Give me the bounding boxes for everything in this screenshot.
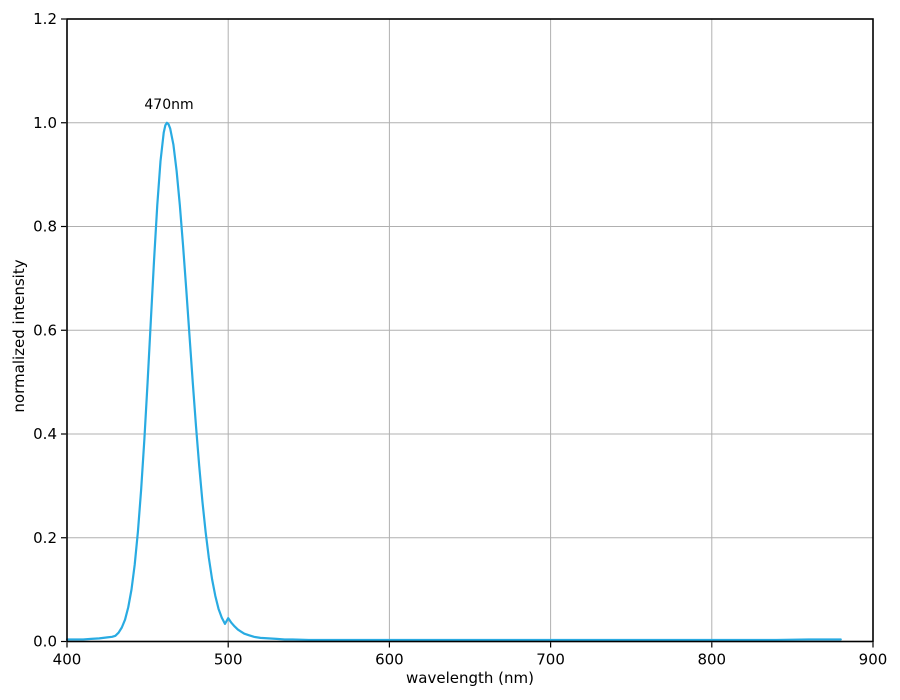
y-tick-label: 0.0 bbox=[33, 633, 57, 651]
y-tick-label: 1.0 bbox=[33, 114, 57, 132]
y-tick-label: 1.2 bbox=[33, 10, 57, 28]
y-tick-label: 0.8 bbox=[33, 218, 57, 236]
spectrum-curve bbox=[65, 121, 842, 642]
x-tick-label: 700 bbox=[536, 651, 565, 669]
x-tick-label: 600 bbox=[375, 651, 404, 669]
x-tick-label: 900 bbox=[859, 651, 888, 669]
x-axis-label: wavelength (nm) bbox=[406, 669, 534, 687]
peak-annotation: 470nm bbox=[144, 97, 194, 113]
plot-frame bbox=[66, 18, 874, 643]
x-tick-label: 800 bbox=[697, 651, 726, 669]
y-tick-label: 0.6 bbox=[33, 321, 57, 339]
y-tick-label: 0.4 bbox=[33, 425, 57, 443]
x-tick-label: 500 bbox=[214, 651, 243, 669]
y-axis-label: normalized intensity bbox=[10, 259, 28, 413]
x-tick-label: 400 bbox=[53, 651, 82, 669]
y-tick-label: 0.2 bbox=[33, 529, 57, 547]
